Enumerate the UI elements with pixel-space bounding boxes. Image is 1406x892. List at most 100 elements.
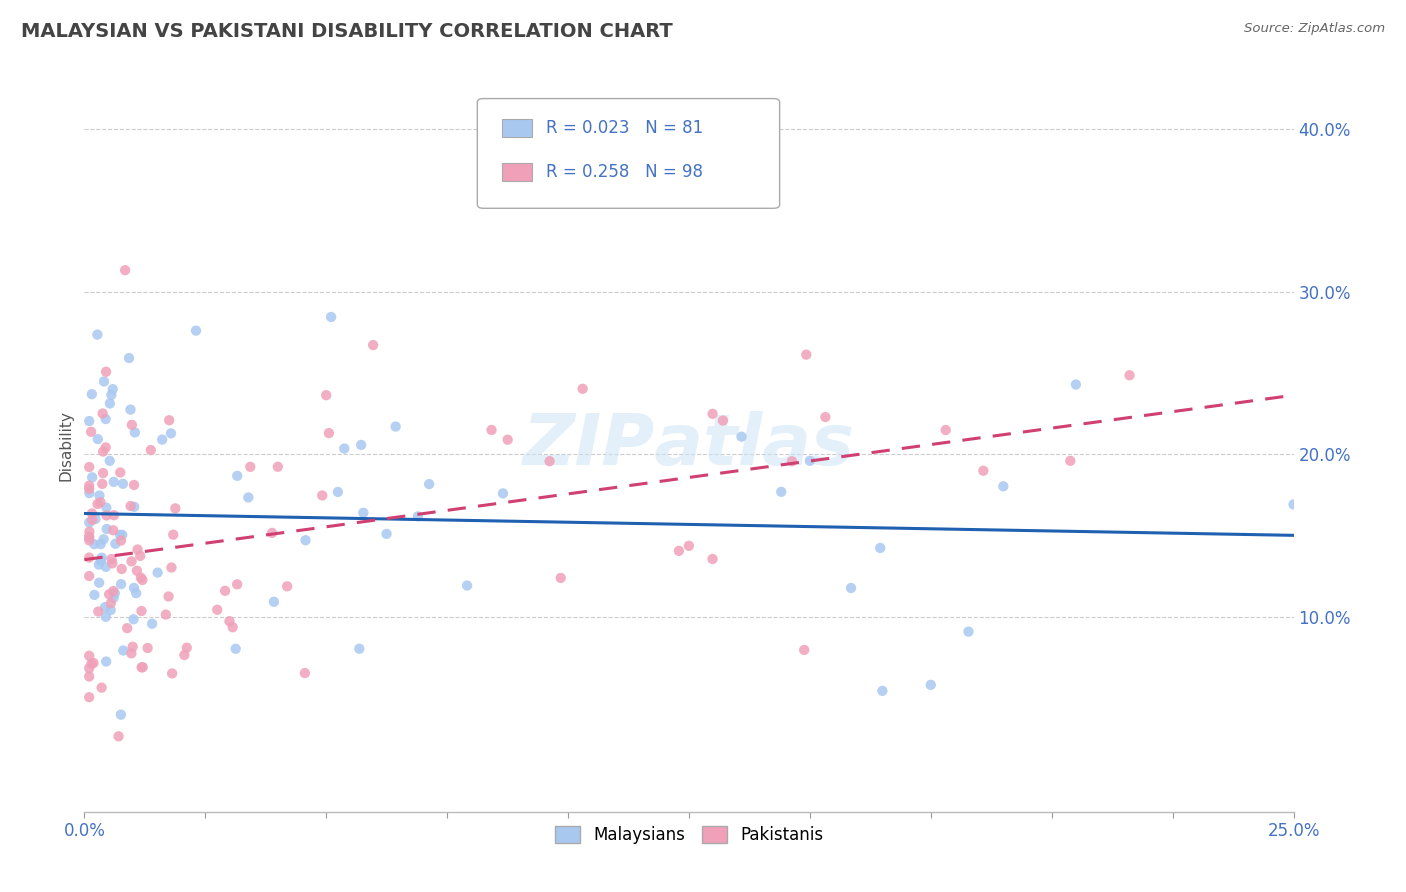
Point bbox=[93, 375, 115, 389]
Text: MALAYSIAN VS PAKISTANI DISABILITY CORRELATION CHART: MALAYSIAN VS PAKISTANI DISABILITY CORREL… bbox=[21, 22, 673, 41]
Point bbox=[115, 621, 138, 635]
Point bbox=[77, 648, 100, 663]
Point bbox=[87, 605, 110, 619]
Point bbox=[794, 348, 817, 362]
Point bbox=[100, 603, 122, 617]
Point bbox=[129, 571, 152, 585]
Point bbox=[77, 661, 100, 675]
Point bbox=[872, 684, 894, 698]
Point bbox=[176, 640, 198, 655]
Point bbox=[127, 542, 149, 557]
FancyBboxPatch shape bbox=[502, 119, 531, 137]
Point bbox=[79, 486, 101, 500]
Point bbox=[110, 466, 132, 480]
Point bbox=[120, 499, 142, 513]
Point bbox=[77, 482, 100, 496]
Point bbox=[702, 552, 724, 566]
Point bbox=[770, 484, 793, 499]
Point bbox=[107, 729, 129, 743]
Point bbox=[82, 470, 104, 484]
Point bbox=[111, 562, 134, 576]
Text: Source: ZipAtlas.com: Source: ZipAtlas.com bbox=[1244, 22, 1385, 36]
Point bbox=[103, 591, 125, 605]
Point bbox=[315, 388, 337, 402]
Point bbox=[77, 530, 100, 544]
Point bbox=[90, 554, 112, 568]
Point bbox=[1118, 368, 1140, 383]
Point bbox=[77, 530, 100, 544]
Point bbox=[90, 537, 112, 551]
Point bbox=[91, 466, 114, 480]
Point bbox=[94, 441, 117, 455]
Point bbox=[110, 533, 132, 548]
Point bbox=[122, 500, 145, 514]
Point bbox=[101, 382, 124, 396]
Point bbox=[678, 539, 700, 553]
Point bbox=[157, 413, 180, 427]
Point bbox=[122, 612, 145, 626]
Point bbox=[103, 508, 125, 523]
Y-axis label: Disability: Disability bbox=[58, 410, 73, 482]
Point bbox=[993, 479, 1015, 493]
Point bbox=[165, 501, 187, 516]
Point bbox=[96, 655, 118, 669]
Point bbox=[83, 656, 105, 670]
Point bbox=[118, 351, 141, 365]
Point bbox=[218, 614, 240, 628]
Point bbox=[101, 557, 124, 571]
Point bbox=[110, 577, 132, 591]
Point bbox=[1059, 454, 1081, 468]
Point bbox=[111, 476, 134, 491]
Point bbox=[384, 419, 406, 434]
Point bbox=[294, 666, 316, 681]
Point bbox=[77, 669, 100, 683]
Point bbox=[91, 476, 114, 491]
Point bbox=[120, 647, 142, 661]
Point bbox=[239, 459, 262, 474]
Point bbox=[77, 569, 100, 583]
Point bbox=[418, 477, 440, 491]
Point bbox=[311, 488, 333, 502]
Point bbox=[456, 578, 478, 592]
Point bbox=[94, 609, 117, 624]
FancyBboxPatch shape bbox=[478, 99, 780, 209]
Point bbox=[225, 641, 247, 656]
Point bbox=[160, 560, 183, 574]
Point bbox=[125, 564, 148, 578]
Point bbox=[730, 430, 752, 444]
Point bbox=[141, 616, 163, 631]
Point bbox=[80, 657, 103, 671]
Point bbox=[702, 407, 724, 421]
Point bbox=[77, 690, 100, 705]
Point bbox=[111, 528, 134, 542]
Point bbox=[333, 442, 356, 456]
Point bbox=[114, 263, 136, 277]
Point bbox=[162, 527, 184, 541]
Point bbox=[221, 620, 243, 634]
Point bbox=[91, 407, 114, 421]
Point bbox=[173, 648, 195, 662]
Point bbox=[103, 523, 125, 537]
Point bbox=[207, 603, 229, 617]
Point bbox=[104, 586, 127, 600]
Point bbox=[869, 541, 891, 555]
Point bbox=[155, 607, 177, 622]
Point bbox=[136, 640, 159, 655]
Point bbox=[157, 590, 180, 604]
Point bbox=[89, 575, 111, 590]
Point bbox=[131, 660, 153, 674]
Point bbox=[319, 310, 342, 324]
Point bbox=[121, 640, 143, 654]
Point bbox=[89, 495, 111, 509]
Point bbox=[294, 533, 316, 548]
Point bbox=[226, 468, 249, 483]
Point bbox=[780, 454, 803, 468]
Point bbox=[87, 558, 110, 572]
Point bbox=[83, 537, 105, 551]
Point bbox=[538, 454, 561, 468]
Point bbox=[184, 324, 207, 338]
Point bbox=[131, 660, 153, 674]
Point bbox=[100, 388, 122, 402]
Point bbox=[226, 577, 249, 591]
Point bbox=[276, 579, 298, 593]
